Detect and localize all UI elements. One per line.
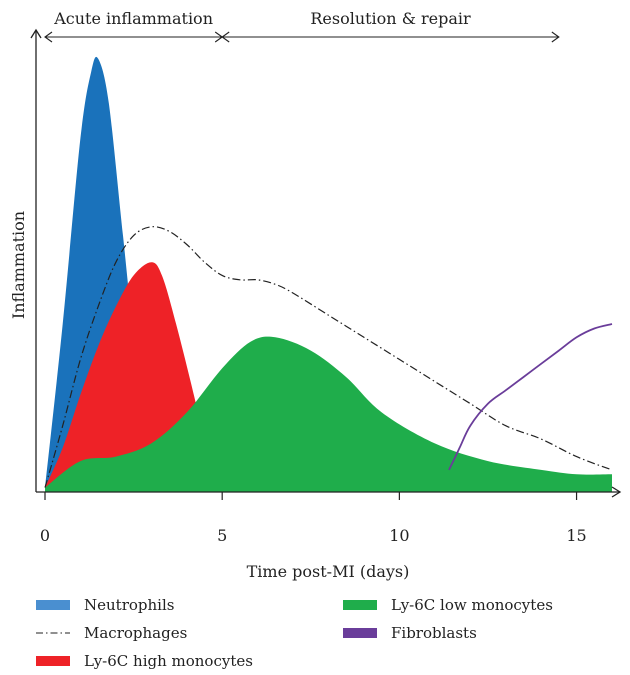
phase-label: Resolution & repair <box>310 9 471 28</box>
x-tick-label: 15 <box>566 526 586 545</box>
legend-label-macrophages: Macrophages <box>84 624 188 642</box>
y-axis-label: Inflammation <box>9 211 28 319</box>
y-axis-arrowhead <box>30 28 42 39</box>
legend-label-ly6c-high: Ly-6C high monocytes <box>84 652 253 670</box>
x-axis-arrowhead <box>611 486 622 498</box>
chart: 0 5 10 15 Acute inflammation Resolution & re… <box>9 9 622 545</box>
legend-item-macrophages: Macrophages <box>36 624 187 642</box>
phase-label: Acute inflammation <box>53 9 213 28</box>
x-tick-label: 0 <box>40 526 50 545</box>
plot-area <box>44 56 613 492</box>
legend-swatch-neutrophils <box>36 600 70 610</box>
series-fibroblasts <box>448 323 613 471</box>
phase-annotations: Acute inflammation Resolution & repair <box>44 9 560 43</box>
phase-acute-inflammation: Acute inflammation <box>44 9 224 43</box>
legend-label-fibroblasts: Fibroblasts <box>391 624 477 642</box>
x-tick-label: 5 <box>217 526 227 545</box>
legend-swatch-ly6c-high <box>36 656 70 666</box>
legend-swatch-fibroblasts <box>343 628 377 638</box>
legend-label-neutrophils: Neutrophils <box>84 596 175 614</box>
series-macrophages <box>44 226 613 488</box>
x-tick-label: 10 <box>389 526 409 545</box>
series-ly-6c-low-monocytes <box>45 336 612 492</box>
x-axis-label-html: Time post-MI (days) <box>246 562 410 581</box>
legend-swatch-macrophages <box>36 632 70 634</box>
legend-swatch-ly6c-low <box>343 600 377 610</box>
legend-item-ly6c-low: Ly-6C low monocytes <box>343 596 553 614</box>
x-ticks: 0 5 10 15 <box>40 492 587 545</box>
legend-item-ly6c-high: Ly-6C high monocytes <box>36 652 253 670</box>
legend-item-fibroblasts: Fibroblasts <box>343 624 477 642</box>
phase-resolution-repair: Resolution & repair <box>221 9 560 43</box>
legend-label-ly6c-low: Ly-6C low monocytes <box>391 596 553 614</box>
legend-item-neutrophils: Neutrophils <box>36 596 174 614</box>
